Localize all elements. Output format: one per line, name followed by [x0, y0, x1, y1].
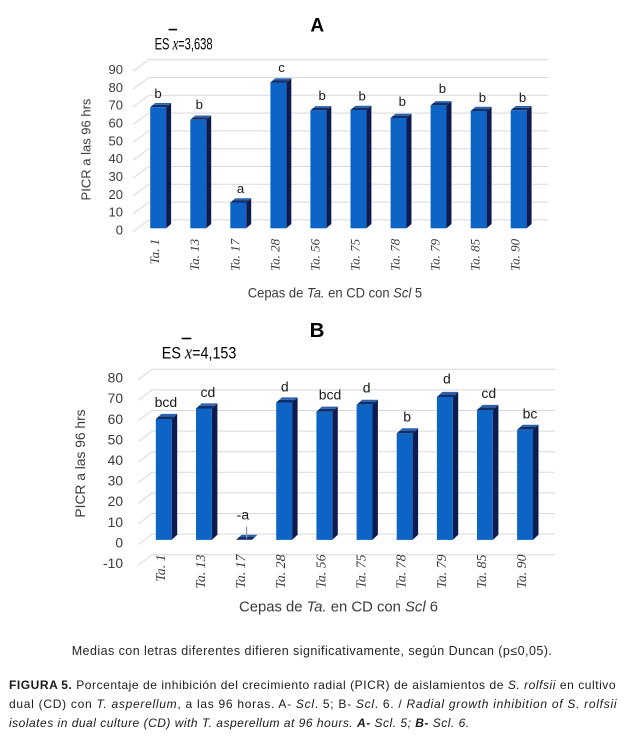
svg-text:60: 60 [109, 116, 123, 131]
svg-text:Ta. 17: Ta. 17 [233, 553, 248, 588]
svg-text:Ta. 13: Ta. 13 [193, 554, 208, 588]
svg-text:a: a [237, 181, 245, 196]
svg-text:10: 10 [108, 515, 124, 530]
svg-text:Cepas de Ta. en CD con Scl 6: Cepas de Ta. en CD con Scl 6 [239, 598, 438, 615]
svg-text:Ta. 90: Ta. 90 [514, 554, 529, 588]
svg-text:b: b [519, 90, 526, 105]
svg-text:Ta. 78: Ta. 78 [394, 554, 409, 588]
svg-text:20: 20 [108, 494, 124, 509]
svg-text:0: 0 [116, 222, 123, 237]
svg-text:b: b [399, 94, 406, 109]
svg-text:Ta. 28: Ta. 28 [267, 238, 282, 271]
svg-text:ES x=4,153: ES x=4,153 [162, 341, 237, 362]
svg-text:B: B [310, 319, 325, 342]
svg-text:b: b [319, 88, 326, 103]
svg-text:Ta. 17: Ta. 17 [227, 238, 242, 271]
svg-text:b: b [359, 89, 366, 104]
svg-text:40: 40 [109, 151, 123, 166]
svg-text:50: 50 [108, 432, 124, 447]
svg-text:bcd: bcd [155, 394, 178, 410]
svg-text:b: b [196, 97, 203, 112]
svg-text:bcd: bcd [319, 386, 342, 402]
svg-text:d: d [363, 379, 371, 395]
svg-text:b: b [154, 86, 161, 101]
svg-text:ES x=3,638: ES x=3,638 [155, 34, 213, 54]
svg-text:Ta. 90: Ta. 90 [508, 238, 523, 271]
svg-text:80: 80 [108, 371, 124, 386]
svg-text:Cepas de Ta. en CD con Scl 5: Cepas de Ta. en CD con Scl 5 [248, 285, 422, 300]
svg-text:cd: cd [481, 385, 496, 401]
svg-text:70: 70 [109, 98, 123, 113]
svg-text:Ta. 85: Ta. 85 [474, 554, 489, 588]
svg-text:40: 40 [108, 453, 124, 468]
svg-text:30: 30 [108, 474, 124, 489]
svg-text:10: 10 [109, 205, 123, 220]
svg-text:Ta. 28: Ta. 28 [273, 554, 288, 588]
svg-text:90: 90 [109, 62, 123, 77]
svg-text:PICR a las 96 hrs: PICR a las 96 hrs [79, 98, 94, 200]
svg-text:Ta. 56: Ta. 56 [307, 238, 322, 271]
svg-text:-10: -10 [103, 556, 123, 571]
svg-text:Ta. 75: Ta. 75 [347, 238, 362, 271]
svg-text:b: b [403, 409, 411, 425]
svg-text:0: 0 [115, 535, 123, 550]
svg-text:50: 50 [109, 133, 123, 148]
svg-text:b: b [479, 90, 486, 105]
svg-text:Ta. 85: Ta. 85 [468, 238, 483, 271]
svg-text:Ta. 1: Ta. 1 [153, 555, 168, 582]
svg-text:Ta. 78: Ta. 78 [388, 238, 403, 271]
svg-text:b: b [439, 81, 446, 96]
svg-text:-a: -a [237, 507, 250, 523]
svg-text:Ta. 75: Ta. 75 [354, 554, 369, 588]
svg-text:cd: cd [201, 384, 216, 400]
svg-text:80: 80 [109, 80, 123, 95]
svg-text:20: 20 [109, 187, 123, 202]
svg-text:A: A [310, 16, 324, 37]
svg-text:30: 30 [109, 169, 123, 184]
svg-text:d: d [281, 378, 289, 394]
svg-text:60: 60 [108, 412, 124, 427]
svg-text:Ta. 56: Ta. 56 [313, 554, 328, 588]
svg-text:PICR a las 96 hrs: PICR a las 96 hrs [73, 409, 88, 517]
svg-text:70: 70 [108, 391, 124, 406]
svg-text:d: d [443, 370, 451, 386]
svg-text:c: c [278, 60, 285, 75]
svg-text:Ta. 79: Ta. 79 [428, 238, 443, 271]
svg-text:bc: bc [523, 406, 538, 422]
svg-text:Ta. 1: Ta. 1 [147, 239, 162, 265]
svg-text:Ta. 79: Ta. 79 [434, 554, 449, 588]
svg-text:Ta. 13: Ta. 13 [187, 238, 202, 271]
